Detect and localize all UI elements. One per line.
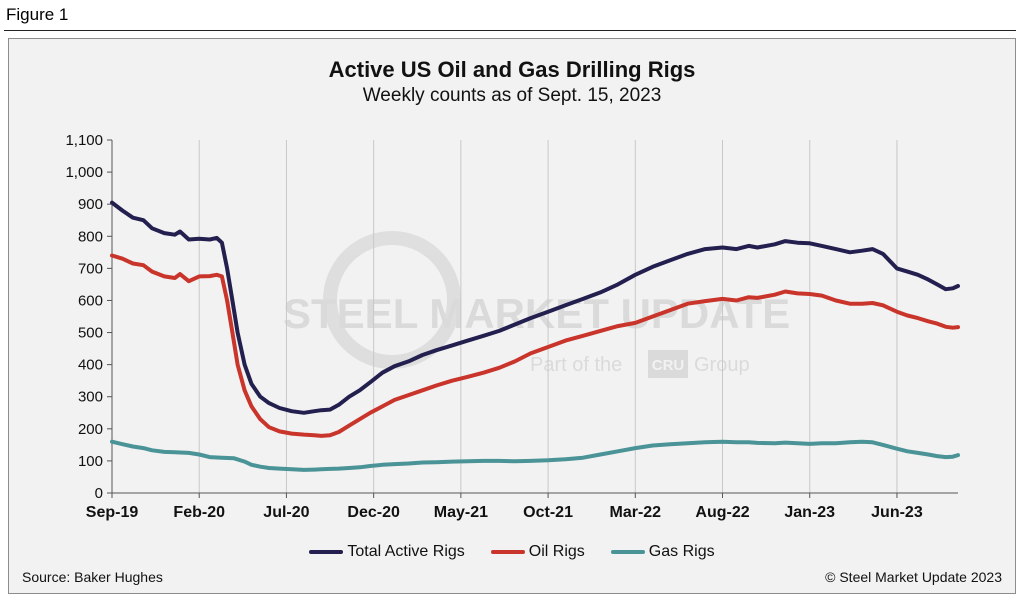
- legend-label-gas: Gas Rigs: [648, 543, 715, 560]
- y-tick-label: 800: [78, 228, 103, 245]
- x-tick-label: Feb-20: [173, 504, 225, 521]
- legend-swatch-gas: [610, 550, 645, 554]
- y-tick-label: 600: [78, 292, 103, 309]
- source-note: Source: Baker Hughes: [22, 569, 163, 585]
- axes: 0 100 200 300 400 500 600 700 800 900 1,000 1,100 Se…: [65, 132, 958, 521]
- chart-panel: [8, 38, 1016, 594]
- y-tick-label: 1,100: [65, 132, 103, 149]
- series-line-gas-rigs: [110, 439, 960, 472]
- x-tick-label: Jun-23: [871, 504, 923, 521]
- legend-swatch-total: [309, 550, 344, 554]
- y-tick-label: 100: [78, 453, 103, 470]
- cru-logo-icon: [648, 350, 688, 378]
- y-tick-label: 0: [95, 485, 103, 502]
- chart-subtitle: Weekly counts as of Sept. 15, 2023: [362, 85, 662, 106]
- x-tick-label: Mar-22: [610, 504, 662, 521]
- legend-item-oil: Oil Rigs: [490, 543, 585, 561]
- legend-swatch-oil: [490, 550, 525, 554]
- series-group: [110, 200, 960, 472]
- gridlines: [198, 140, 898, 493]
- y-tick-label: 200: [78, 421, 103, 438]
- series-line-oil-rigs: [110, 253, 960, 438]
- x-tick-label: Oct-21: [523, 504, 573, 521]
- legend-item-gas: Gas Rigs: [610, 543, 715, 561]
- figure-rule: [4, 30, 1016, 31]
- watermark-tagline-logo: CRU: [652, 357, 685, 374]
- y-tick-label: 900: [78, 196, 103, 213]
- y-tick-label: 500: [78, 325, 103, 342]
- y-tick-label: 700: [78, 260, 103, 277]
- x-tick-label: Dec-20: [347, 504, 400, 521]
- watermark-tagline-suffix: Group: [694, 354, 750, 376]
- chart-title: Active US Oil and Gas Drilling Rigs: [328, 57, 696, 82]
- watermark-swoosh-icon: [323, 231, 461, 369]
- x-tick-label: Jan-23: [784, 504, 835, 521]
- legend-label-oil: Oil Rigs: [528, 543, 585, 560]
- watermark-brand: STEEL MARKET UPDATE: [283, 290, 790, 337]
- figure-label: Figure 1: [6, 5, 69, 24]
- y-tick-label: 400: [78, 357, 103, 374]
- x-tick-label: Aug-22: [695, 504, 749, 521]
- watermark: STEEL MARKET UPDATE Part of the CRU Grou…: [283, 231, 790, 378]
- watermark-tagline-prefix: Part of the: [530, 354, 622, 376]
- copyright-note: © Steel Market Update 2023: [825, 569, 1002, 585]
- y-tick-label: 1,000: [65, 164, 103, 181]
- legend-label-total: Total Active Rigs: [347, 543, 465, 560]
- y-tick-label: 300: [78, 389, 103, 406]
- x-tick-label: Sep-19: [86, 504, 139, 521]
- x-tick-label: Jul-20: [263, 504, 309, 521]
- chart-legend: Total Active Rigs Oil Rigs Gas Rigs: [0, 543, 1024, 561]
- series-line-total-active-rigs: [110, 200, 960, 415]
- legend-item-total: Total Active Rigs: [309, 543, 465, 561]
- x-tick-label: May-21: [434, 504, 488, 521]
